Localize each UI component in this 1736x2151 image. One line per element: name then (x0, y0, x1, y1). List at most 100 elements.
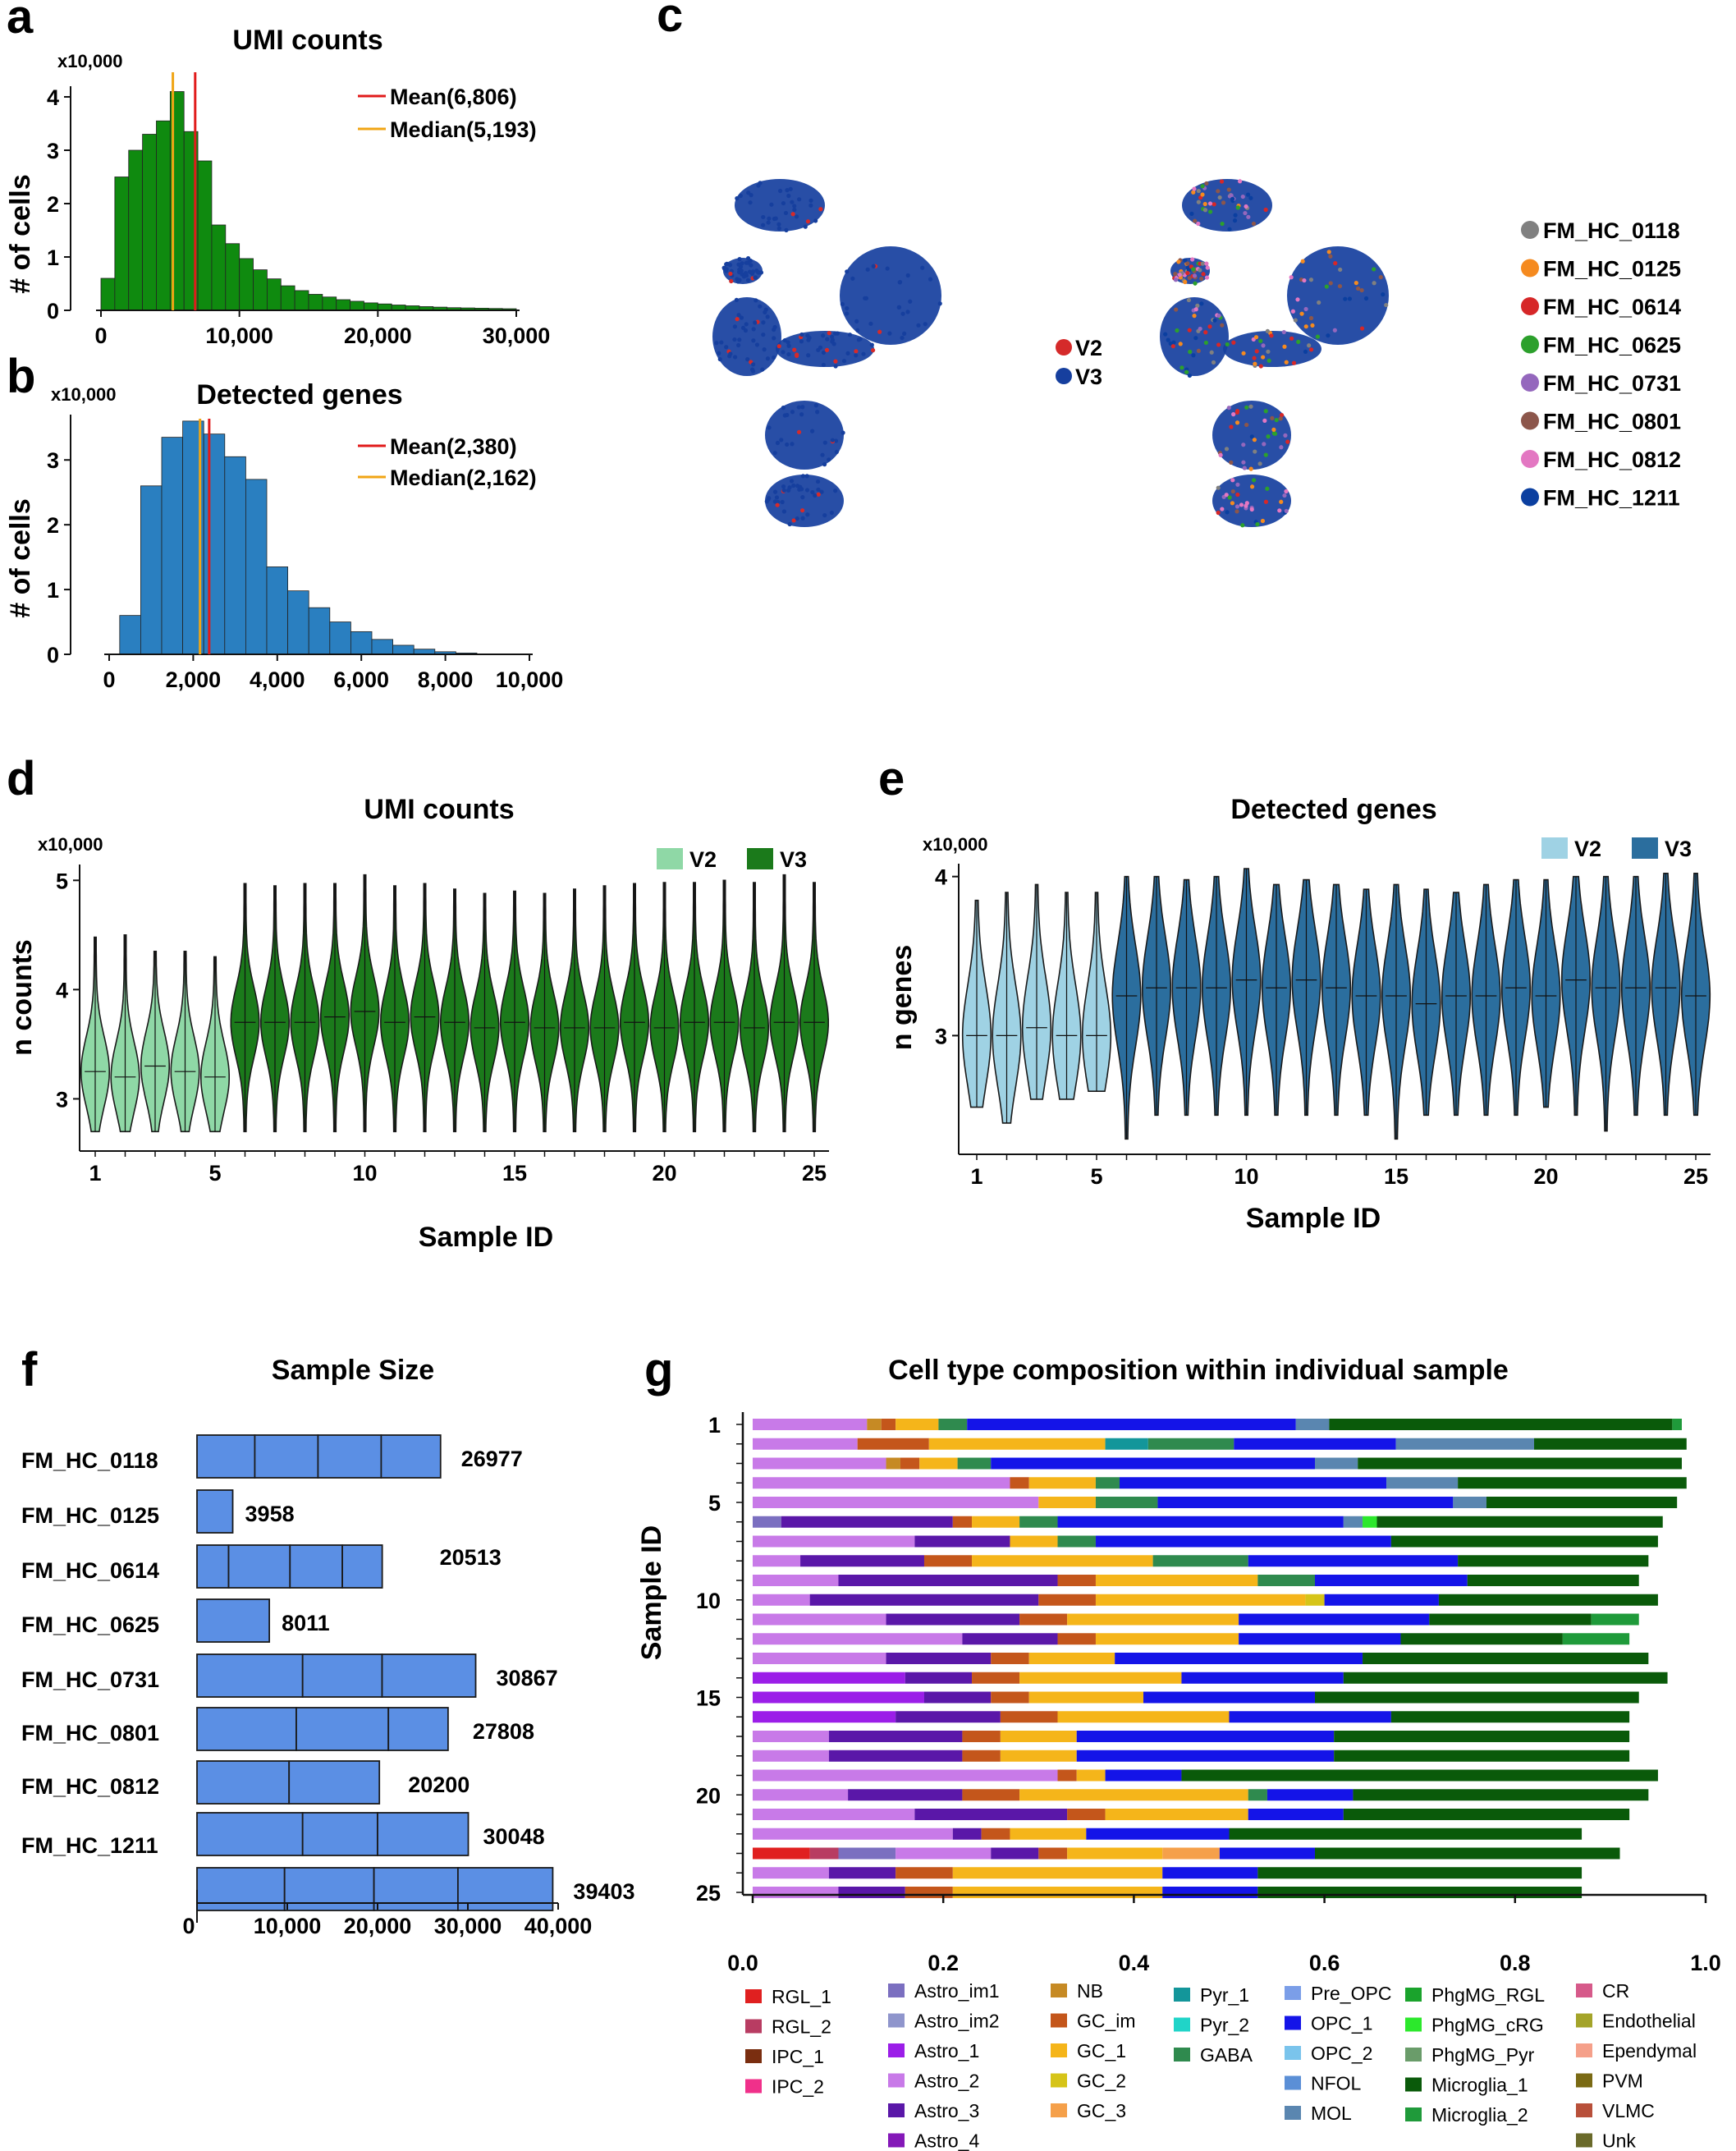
composition-segment (1067, 1613, 1239, 1626)
umap-point (1217, 195, 1222, 200)
cell-type-legend-label: VLMC (1602, 2100, 1655, 2121)
composition-segment (1363, 1653, 1649, 1664)
x-tick-label: 0.6 (1309, 1951, 1340, 1975)
composition-segment (753, 1828, 953, 1840)
hist-bar (350, 300, 364, 311)
umap-point (790, 442, 795, 447)
umap-point (900, 311, 905, 316)
umap-point (1308, 277, 1314, 282)
umap-point (1253, 335, 1259, 340)
individual-legend-dot (1521, 259, 1539, 277)
composition-segment (1314, 1691, 1639, 1704)
hist-bar (197, 160, 213, 311)
umap-point (1195, 303, 1200, 308)
composition-segment (1257, 1575, 1315, 1586)
x-tick-label: 1.0 (1690, 1951, 1721, 1975)
umap-point (727, 263, 733, 268)
umap-point (767, 425, 772, 430)
cell-type-legend-label: RGL_1 (772, 1986, 831, 2007)
umap-point (1308, 315, 1314, 321)
y-tick-label: 20 (696, 1783, 721, 1808)
umap-point (765, 314, 770, 319)
hist-bar (287, 590, 309, 655)
sample-bar-segment (196, 1434, 256, 1479)
composition-segment (905, 1672, 973, 1684)
umap-point (1252, 355, 1257, 360)
umap-point (785, 442, 790, 447)
composition-segment (1000, 1711, 1058, 1723)
umap-point (1281, 329, 1286, 335)
composition-segment (1390, 1535, 1658, 1548)
individual-label: FM_HC_0731 (21, 1667, 159, 1692)
umap-point (795, 353, 799, 358)
umap-point (1226, 187, 1231, 192)
x-tick-label: 10,000 (254, 1914, 322, 1938)
umap-point (1202, 201, 1207, 207)
umap-point (832, 331, 838, 336)
composition-segment (1390, 1711, 1630, 1723)
umap-point (1271, 431, 1276, 436)
umap-point (1253, 449, 1257, 454)
umap-point (781, 200, 786, 206)
cell-type-legend-swatch (888, 2043, 905, 2057)
umap-point (808, 203, 813, 208)
umap-point (1200, 261, 1205, 266)
hist-bar (364, 302, 378, 311)
umap-point (773, 216, 778, 221)
umap-point (815, 410, 820, 415)
umi-histogram-multiplier: x10,000 (57, 51, 123, 71)
umap-point (1244, 503, 1248, 508)
umap-point (806, 353, 811, 358)
sample-bar-segment (196, 1760, 291, 1805)
umap-point (818, 345, 823, 350)
umap-point (758, 304, 763, 309)
composition-segment (1057, 1633, 1096, 1645)
composition-segment (1234, 1438, 1396, 1450)
umap-point (819, 489, 824, 494)
umap-point (1243, 210, 1248, 216)
x-tick-label: 10 (352, 1161, 377, 1186)
sample-bar-segment (196, 1707, 297, 1751)
composition-segment (838, 1847, 896, 1860)
cell-type-legend-label: PhgMG_cRG (1431, 2015, 1544, 2036)
hist-bar (322, 296, 337, 311)
umap-point (821, 333, 826, 338)
umap-point (1242, 466, 1247, 470)
umap-point (735, 279, 740, 284)
composition-segment (1229, 1711, 1391, 1723)
umap-point (1212, 202, 1216, 207)
composition-segment (753, 1594, 810, 1606)
umap-point (824, 347, 830, 353)
umap-point (1230, 478, 1235, 483)
umap-point (800, 516, 805, 521)
individual-legend-label: FM_HC_0625 (1543, 333, 1681, 358)
sample-bar-segment (289, 1544, 343, 1589)
umap-point (1252, 438, 1257, 443)
cell-type-legend-swatch (1576, 2013, 1592, 2028)
hist-bar (239, 258, 254, 311)
umap-point (1332, 328, 1337, 333)
composition-segment (895, 1867, 953, 1879)
umap-point (1234, 509, 1239, 514)
cell-type-legend-label: PhgMG_RGL (1431, 1984, 1545, 2006)
composition-segment (905, 1887, 953, 1898)
umap-point (1381, 292, 1386, 297)
umap-point (1302, 277, 1307, 283)
sample-size-value: 39403 (573, 1879, 634, 1904)
composition-segment (914, 1809, 1068, 1820)
umap-point (816, 492, 821, 497)
umap-point (1179, 365, 1184, 370)
umap-point (1188, 349, 1193, 355)
x-tick-label: 5 (208, 1161, 221, 1186)
umap-point (1289, 336, 1294, 341)
v2-legend-label: V2 (1574, 837, 1601, 861)
composition-segment (967, 1419, 1296, 1430)
umap-point (1300, 259, 1305, 264)
panel-letter-g: g (644, 1343, 673, 1397)
umap-point (863, 296, 868, 300)
composition-segment (1458, 1477, 1687, 1489)
genes-violin-ylabel: n genes (886, 945, 918, 1050)
composition-segment (1105, 1769, 1182, 1782)
x-tick-label: 0 (94, 323, 107, 348)
y-tick-label: 3 (47, 139, 59, 163)
